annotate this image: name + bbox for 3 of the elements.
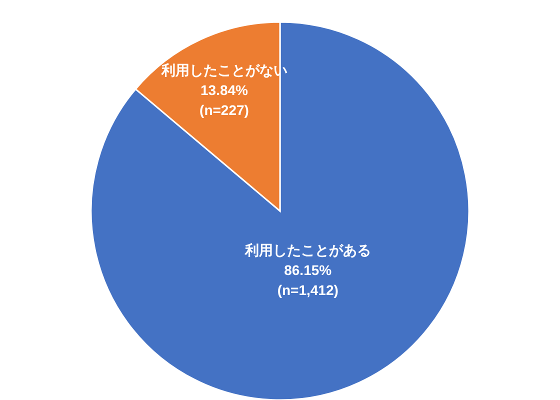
data-label: 86.15% (n=1,412) (277, 262, 338, 298)
data-label: 13.84% (n=227) (200, 82, 249, 118)
slice-label: 利用したことがある (244, 242, 371, 258)
